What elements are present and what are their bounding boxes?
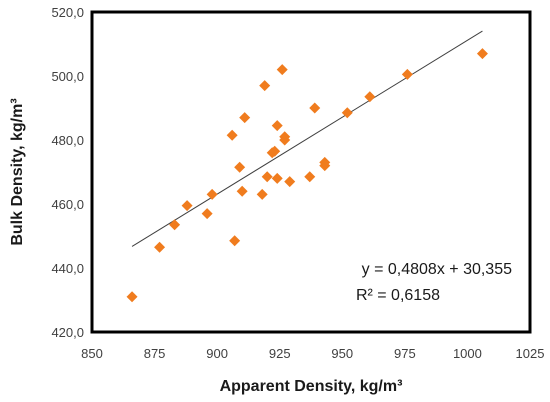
x-tick-label: 925 <box>269 346 291 361</box>
x-tick-label: 1000 <box>453 346 482 361</box>
trendline <box>131 30 483 247</box>
x-tick-label: 850 <box>81 346 103 361</box>
data-point <box>154 241 166 253</box>
x-tick-label: 875 <box>144 346 166 361</box>
x-tick-label: 900 <box>206 346 228 361</box>
y-axis-title: Bulk Density, kg/m³ <box>9 98 26 245</box>
y-tick-label: 460,0 <box>51 197 84 212</box>
data-point <box>269 145 281 157</box>
data-point <box>476 48 488 60</box>
x-tick-label: 950 <box>331 346 353 361</box>
data-point <box>206 188 218 200</box>
y-tick-label: 440,0 <box>51 261 84 276</box>
data-point <box>271 120 283 132</box>
data-point <box>256 188 268 200</box>
plot-area-frame <box>90 10 532 334</box>
trendline-equation: y = 0,4808x + 30,355 <box>362 261 512 278</box>
data-point <box>364 91 376 103</box>
data-point <box>169 219 181 231</box>
y-tick-label: 420,0 <box>51 325 84 340</box>
data-point <box>304 171 316 183</box>
data-point <box>341 107 353 119</box>
data-point <box>284 176 296 188</box>
data-point <box>181 200 193 212</box>
r-squared-label: R² = 0,6158 <box>356 287 440 304</box>
data-point <box>259 80 271 92</box>
data-point <box>126 291 138 303</box>
data-point <box>271 172 283 184</box>
data-point <box>239 112 251 124</box>
x-tick-label: 975 <box>394 346 416 361</box>
data-point <box>319 156 331 168</box>
data-point <box>234 161 246 173</box>
x-axis-title: Apparent Density, kg/m³ <box>220 378 403 395</box>
data-point <box>276 64 288 76</box>
data-point <box>229 235 241 247</box>
y-axis-ticks: 420,0 440,0 460,0 480,0 500,0 520,0 <box>51 5 84 340</box>
data-points <box>126 48 488 303</box>
data-point <box>236 185 248 197</box>
x-axis-ticks: 850 875 900 925 950 975 1000 1025 <box>81 346 544 361</box>
x-tick-label: 1025 <box>516 346 545 361</box>
data-point <box>309 102 321 114</box>
data-point <box>279 131 291 143</box>
data-point <box>261 171 273 183</box>
y-tick-label: 480,0 <box>51 133 84 148</box>
y-tick-label: 520,0 <box>51 5 84 20</box>
data-point <box>401 68 413 80</box>
data-point <box>226 129 238 141</box>
data-point <box>201 208 213 220</box>
y-tick-label: 500,0 <box>51 69 84 84</box>
